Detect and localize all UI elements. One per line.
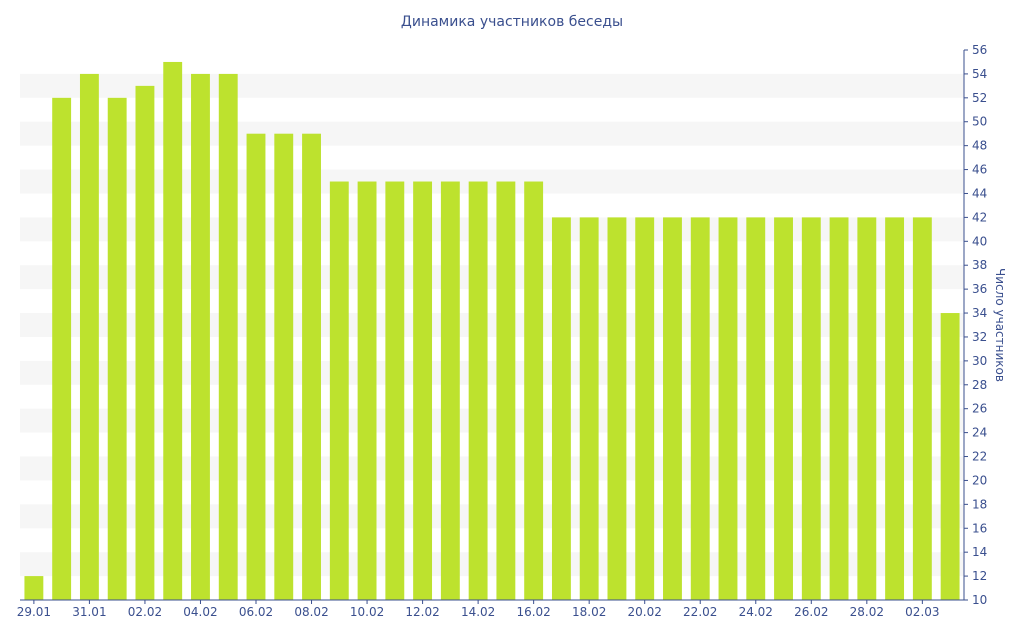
y-tick-label: 42 [972,210,987,224]
grid-band [20,73,964,98]
x-tick-labels: 29.01 31.01 02.02 04.02 06.02 08.02 10.02 12.02… [17,600,940,619]
bar [912,217,932,601]
x-tick-label: 22.02 [683,605,717,619]
y-tick-label: 20 [972,473,987,487]
x-tick-label: 20.02 [628,605,662,619]
y-tick-label: 14 [972,545,987,559]
bar [163,61,183,600]
x-tick-label: 26.02 [794,605,828,619]
bar [413,181,433,601]
chart-title: Динамика участников беседы [400,14,624,30]
grid-band [20,552,964,577]
bar [690,217,710,601]
bar [191,73,210,601]
bar [468,181,488,601]
y-tick-label: 30 [972,354,987,368]
bar [79,73,99,601]
y-tick-label: 36 [972,282,987,296]
grid-band [20,313,964,337]
y-tick-label: 34 [972,306,987,320]
bar [524,181,544,601]
y-tick-label: 18 [972,497,987,511]
y-axis-label: Число участников [993,268,1007,382]
y-tick-label: 46 [972,163,987,177]
x-tick-label: 24.02 [739,605,773,619]
bar [246,133,266,600]
bar [551,217,571,601]
bar [329,181,349,601]
bar [635,217,655,601]
x-tick-label: 31.01 [72,605,106,619]
bar [218,73,238,601]
bar [496,181,516,601]
bar [24,576,44,600]
grid-band [20,265,964,290]
y-tick-label: 38 [972,258,987,272]
bar [357,181,377,601]
x-tick-label: 02.03 [905,605,939,619]
x-tick-label: 10.02 [350,605,384,619]
y-tick-label: 32 [972,330,987,344]
x-tick-label: 18.02 [572,605,606,619]
y-tick-label: 22 [972,450,987,464]
grid-bands [20,73,964,577]
bar [857,217,877,601]
x-tick-label: 06.02 [239,605,273,619]
grid-band [20,504,964,529]
bar [440,181,460,601]
y-tick-label: 54 [972,67,987,81]
bar [135,85,155,600]
grid-band [20,360,964,385]
grid-band [20,408,964,433]
x-tick-label: 08.02 [294,605,328,619]
y-tick-label: 56 [972,43,987,57]
x-tick-label: 16.02 [516,605,550,619]
bar [107,97,127,601]
y-tick-label: 12 [972,569,987,583]
bar [274,133,294,600]
grid-band [20,217,964,242]
y-tick-label: 16 [972,521,987,535]
y-tick-labels: 10 12 14 16 18 20 22 24 26 28 30 32 34 36 38 40 42 44 46 48… [964,43,987,607]
grid-band [20,121,964,146]
y-tick-label: 44 [972,186,987,200]
y-tick-label: 52 [972,91,987,105]
bar [579,217,599,601]
bar [607,217,627,601]
bar [385,181,405,601]
grid-band [20,169,964,194]
bar [746,217,766,601]
y-tick-label: 26 [972,402,987,416]
y-tick-label: 24 [972,426,987,440]
bar [52,97,72,601]
x-tick-label: 29.01 [17,605,51,619]
bars-group [24,61,960,601]
axes-group [20,50,965,601]
x-tick-label: 04.02 [183,605,217,619]
x-tick-label: 12.02 [405,605,439,619]
y-tick-label: 50 [972,115,987,129]
grid-band [20,456,964,481]
y-tick-label: 28 [972,378,987,392]
y-tick-label: 40 [972,234,987,248]
x-tick-label: 28.02 [850,605,884,619]
x-tick-label: 02.02 [128,605,162,619]
bar [774,217,793,601]
x-tick-label: 14.02 [461,605,495,619]
bar [801,217,821,601]
bar [829,217,849,601]
bar [885,217,905,601]
bar [940,313,960,600]
y-tick-label: 10 [972,593,987,607]
bar [663,217,682,601]
bar [718,217,738,601]
y-tick-label: 48 [972,139,987,153]
bar [302,133,321,600]
